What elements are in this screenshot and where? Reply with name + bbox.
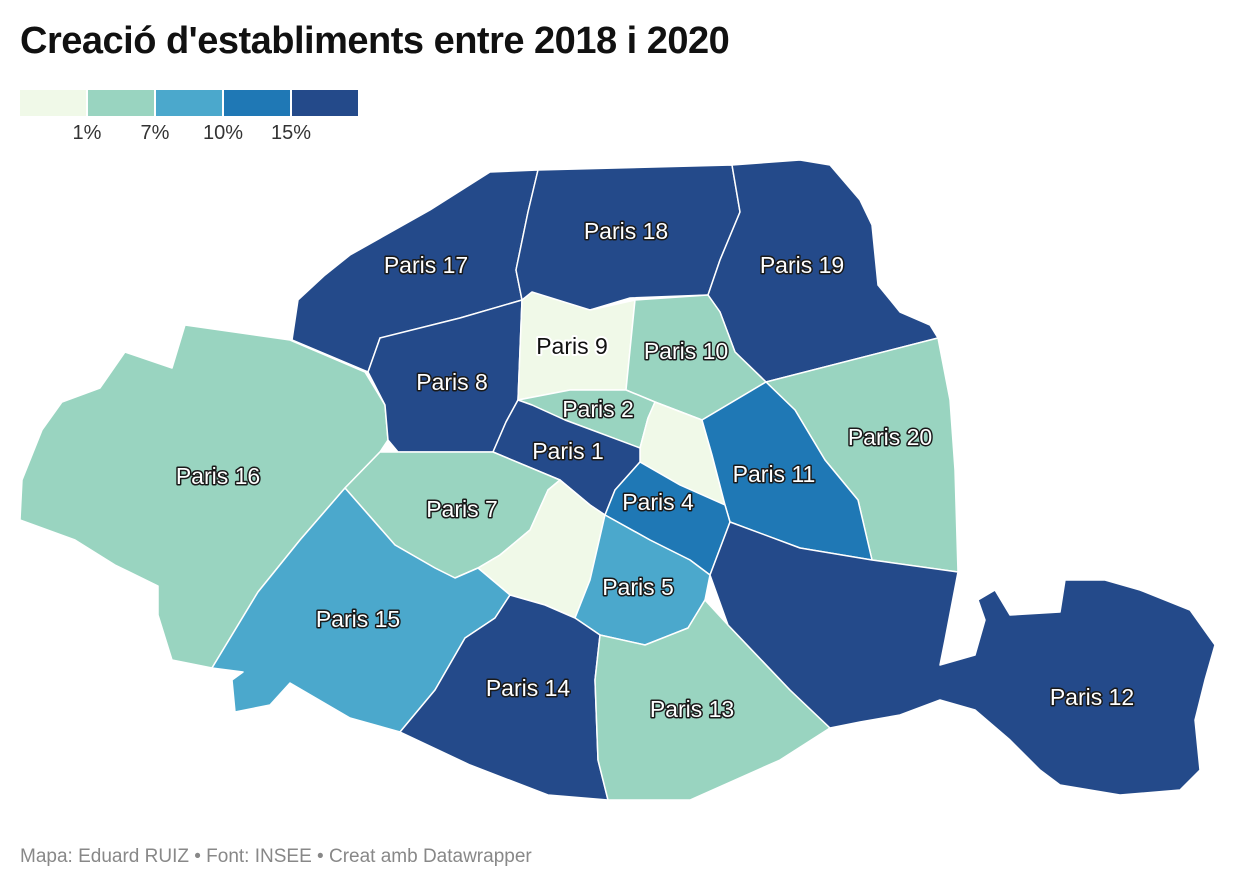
label-district-16: Paris 16: [176, 463, 260, 489]
label-district-13: Paris 13: [650, 696, 734, 722]
legend-swatch-0: [20, 90, 86, 116]
label-district-1: Paris 1: [532, 438, 604, 464]
label-district-2: Paris 2: [562, 396, 634, 422]
label-district-20: Paris 20: [848, 424, 932, 450]
label-district-14: Paris 14: [486, 675, 571, 701]
legend-swatch-1: [88, 90, 154, 116]
color-legend: 1% 7% 10% 15%: [20, 90, 360, 150]
label-district-19: Paris 19: [760, 252, 844, 278]
label-district-5: Paris 5: [602, 574, 674, 600]
label-district-9: Paris 9: [536, 333, 608, 359]
legend-tick-2: 10%: [202, 122, 244, 144]
label-district-8: Paris 8: [416, 369, 488, 395]
legend-tick-3: 15%: [270, 122, 312, 144]
district-15[interactable]: [211, 487, 511, 733]
legend-swatch-2: [156, 90, 222, 116]
legend-swatch-4: [292, 90, 358, 116]
label-district-17: Paris 17: [384, 252, 468, 278]
label-district-15: Paris 15: [316, 606, 400, 632]
legend-tick-1: 7%: [140, 122, 170, 144]
district-14[interactable]: [399, 594, 609, 801]
label-district-18: Paris 18: [584, 218, 668, 244]
district-19[interactable]: [707, 159, 939, 383]
legend-tick-0: 1%: [72, 122, 102, 144]
legend-swatch-3: [224, 90, 290, 116]
label-district-7: Paris 7: [426, 496, 498, 522]
label-district-11: Paris 11: [733, 461, 816, 487]
map-title: Creació d'establiments entre 2018 i 2020: [20, 20, 730, 62]
map-footer-credits: Mapa: Eduard RUIZ • Font: INSEE • Creat …: [20, 846, 532, 867]
label-district-10: Paris 10: [644, 338, 728, 364]
label-district-4: Paris 4: [622, 489, 694, 515]
district-12[interactable]: [709, 521, 1216, 796]
label-district-12: Paris 12: [1050, 684, 1134, 710]
